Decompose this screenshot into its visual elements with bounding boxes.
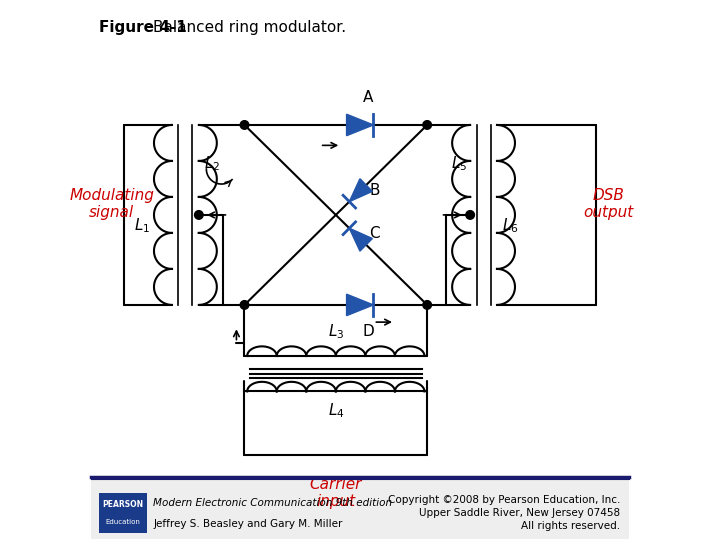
Text: A: A (363, 90, 373, 105)
Polygon shape (346, 294, 374, 316)
Text: $L_4$: $L_4$ (328, 401, 344, 420)
Circle shape (194, 211, 203, 219)
Text: $L_3$: $L_3$ (328, 322, 344, 341)
Text: Copyright ©2008 by Pearson Education, Inc.: Copyright ©2008 by Pearson Education, In… (388, 495, 621, 505)
Text: $L_5$: $L_5$ (451, 154, 467, 173)
Text: Modern Electronic Communication 9th edition: Modern Electronic Communication 9th edit… (153, 498, 392, 508)
Text: Carrier
input: Carrier input (310, 477, 362, 509)
Circle shape (240, 301, 249, 309)
Bar (91, 477, 629, 538)
Text: $L_6$: $L_6$ (503, 217, 519, 235)
Circle shape (423, 301, 431, 309)
Polygon shape (346, 114, 374, 136)
Text: Jeffrey S. Beasley and Gary M. Miller: Jeffrey S. Beasley and Gary M. Miller (153, 519, 343, 529)
Circle shape (466, 211, 474, 219)
Text: All rights reserved.: All rights reserved. (521, 521, 621, 531)
Text: $L_2$: $L_2$ (204, 154, 220, 173)
Circle shape (240, 120, 249, 129)
Polygon shape (349, 228, 372, 251)
Polygon shape (349, 179, 372, 201)
Text: C: C (369, 226, 380, 241)
Text: Upper Saddle River, New Jersey 07458: Upper Saddle River, New Jersey 07458 (420, 508, 621, 518)
Text: D: D (363, 323, 374, 339)
Bar (99, 493, 147, 533)
Text: B: B (369, 183, 380, 198)
Text: Modulating
signal: Modulating signal (69, 188, 154, 220)
Circle shape (423, 120, 431, 129)
Text: DSB
output: DSB output (583, 188, 634, 220)
Text: Figure 4-1: Figure 4-1 (99, 20, 187, 35)
Text: Education: Education (106, 519, 140, 525)
Text: $L_1$: $L_1$ (134, 217, 150, 235)
Text: PEARSON: PEARSON (102, 500, 144, 509)
Text: Balanced ring modulator.: Balanced ring modulator. (153, 20, 346, 35)
